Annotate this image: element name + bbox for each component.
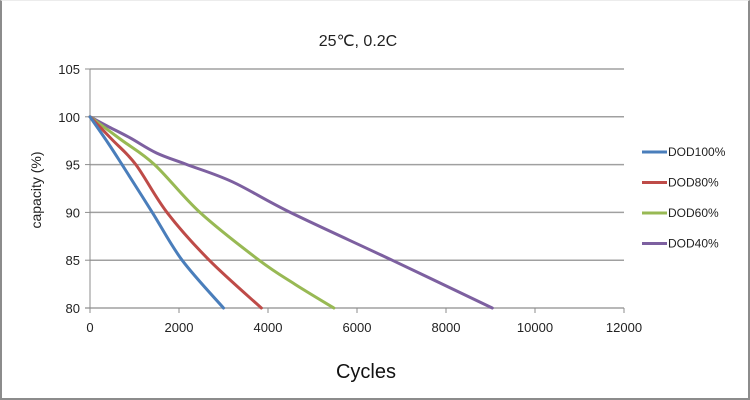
- series-line-dod40: [88, 115, 494, 310]
- gridlines: [90, 68, 624, 261]
- series-line-dod100: [88, 115, 225, 310]
- x-tick-label: 0: [86, 320, 93, 335]
- series-line-dod60: [88, 115, 336, 310]
- x-tick-label: 2000: [165, 320, 194, 335]
- y-tick-labels: 80 85 90 95 100 105: [58, 62, 80, 316]
- y-axis-title: capacity (%): [28, 151, 44, 228]
- legend-label: DOD100%: [668, 145, 726, 159]
- x-tick-label: 4000: [254, 320, 283, 335]
- y-tick-label: 105: [58, 62, 80, 77]
- legend: DOD100% DOD80% DOD60% DOD40%: [642, 145, 726, 251]
- chart-title: 25℃, 0.2C: [319, 33, 397, 50]
- legend-label: DOD80%: [668, 176, 719, 190]
- legend-label: DOD40%: [668, 237, 719, 251]
- series-line-dod80: [88, 115, 263, 310]
- y-tick-label: 100: [58, 110, 80, 125]
- legend-item-dod100: DOD100%: [642, 145, 726, 159]
- legend-item-dod40: DOD40%: [642, 237, 719, 251]
- x-tick-label: 6000: [343, 320, 372, 335]
- y-tick-label: 85: [66, 253, 80, 268]
- axes: [85, 68, 625, 313]
- legend-item-dod60: DOD60%: [642, 206, 719, 220]
- y-tick-label: 90: [66, 205, 80, 220]
- y-tick-label: 95: [66, 158, 80, 173]
- x-axis-title: Cycles: [336, 361, 396, 383]
- legend-item-dod80: DOD80%: [642, 176, 719, 190]
- x-tick-label: 8000: [432, 320, 461, 335]
- x-tick-labels: 0 2000 4000 6000 8000 10000 12000: [86, 320, 642, 335]
- x-tick-label: 10000: [517, 320, 553, 335]
- x-tick-label: 12000: [606, 320, 642, 335]
- y-tick-label: 80: [66, 301, 80, 316]
- series-lines: [88, 115, 494, 310]
- legend-label: DOD60%: [668, 206, 719, 220]
